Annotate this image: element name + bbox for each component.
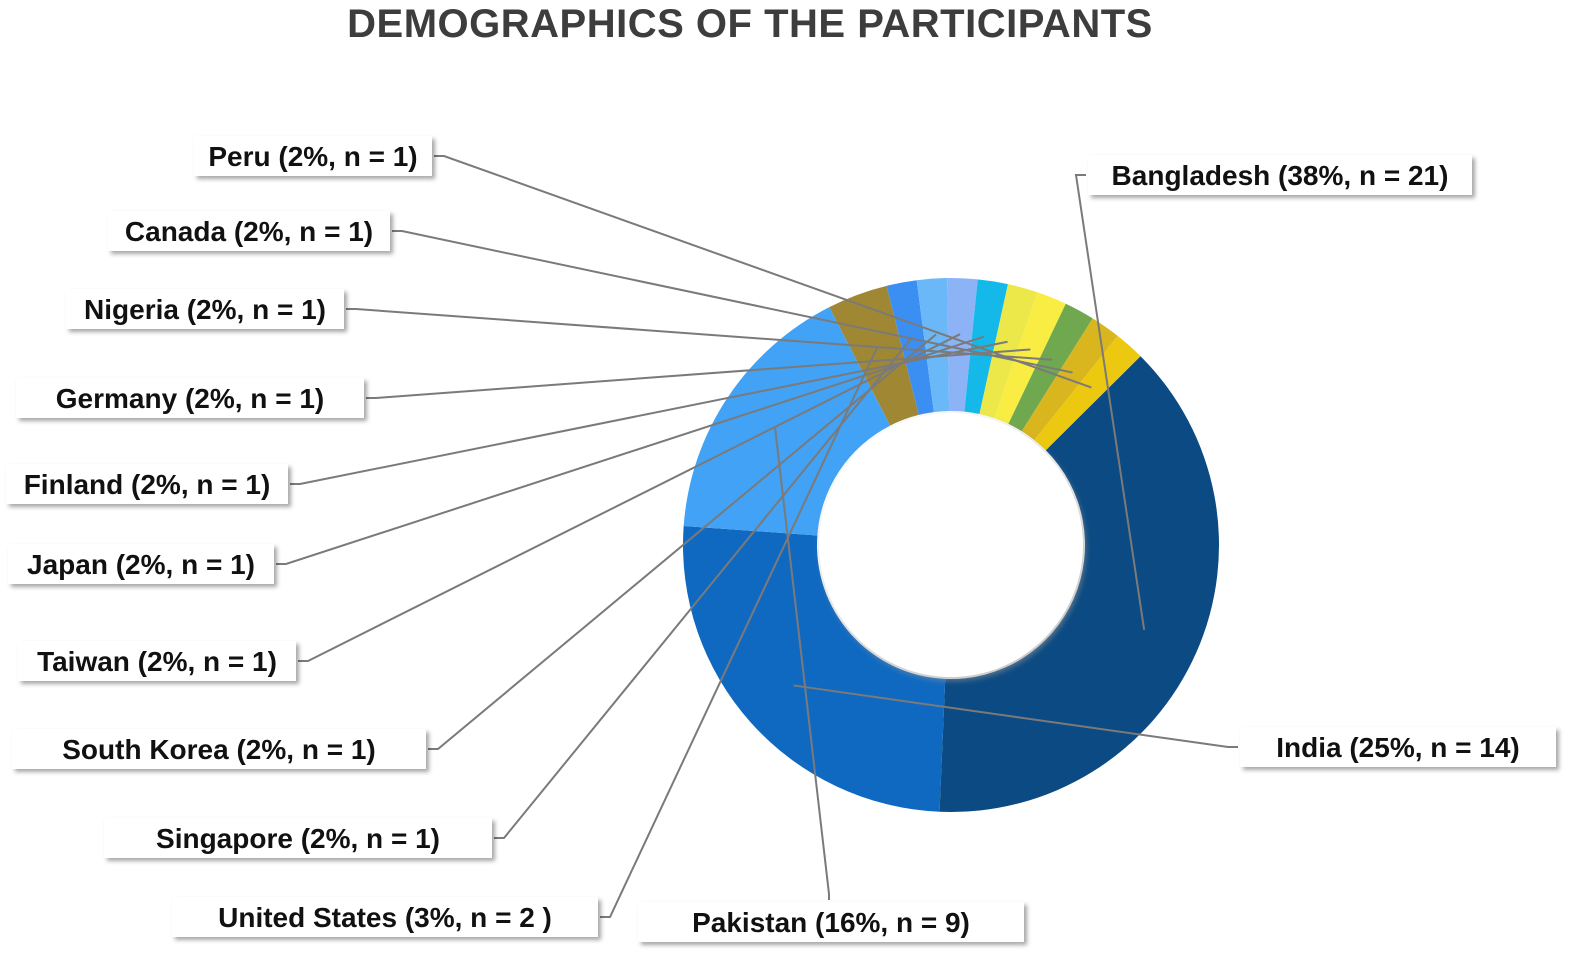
data-label: Nigeria (2%, n = 1): [84, 294, 326, 325]
leader-line-japan: [276, 335, 985, 565]
leader-line-germany: [366, 348, 1031, 399]
leader-line-bangladesh: [1074, 174, 1146, 631]
label-germany: Germany (2%, n = 1): [16, 378, 364, 418]
label-box: [1240, 727, 1556, 767]
leader-line-singapore: [494, 336, 913, 839]
data-label: South Korea (2%, n = 1): [62, 734, 376, 765]
leader-line-finland: [290, 340, 1008, 485]
leader-line-taiwan: [298, 333, 961, 662]
data-label: Peru (2%, n = 1): [208, 141, 417, 172]
data-label: Bangladesh (38%, n = 21): [1112, 160, 1449, 191]
label-canada: Canada (2%, n = 1): [108, 211, 390, 251]
leader-line-peru: [434, 155, 1092, 389]
label-peru: Peru (2%, n = 1): [194, 136, 432, 176]
data-label: Taiwan (2%, n = 1): [37, 646, 277, 677]
slice-south-korea: [916, 278, 950, 413]
label-box: [8, 544, 274, 584]
data-label: Canada (2%, n = 1): [125, 216, 373, 247]
label-pakistan: Pakistan (16%, n = 9): [638, 902, 1024, 942]
label-box: [1088, 155, 1472, 195]
leader-line-united-states: [600, 346, 879, 918]
leader-line-pakistan: [774, 428, 830, 900]
data-label: India (25%, n = 14): [1276, 732, 1520, 763]
leader-line-canada: [392, 230, 1073, 374]
donut-hole: [819, 413, 1083, 677]
label-box: [172, 897, 598, 937]
data-label: Singapore (2%, n = 1): [156, 823, 440, 854]
label-japan: Japan (2%, n = 1): [8, 544, 274, 584]
leader-line-india: [793, 684, 1238, 748]
leader-line-south-korea: [428, 333, 937, 750]
data-label: Germany (2%, n = 1): [56, 383, 324, 414]
data-label: Finland (2%, n = 1): [24, 469, 271, 500]
slice-peru: [1034, 335, 1141, 451]
label-finland: Finland (2%, n = 1): [6, 464, 288, 504]
label-box: [12, 729, 426, 769]
label-box: [194, 136, 432, 176]
leader-line-nigeria: [346, 308, 1053, 361]
label-box: [6, 464, 288, 504]
label-box: [18, 641, 296, 681]
slice-taiwan: [947, 278, 978, 412]
label-box: [638, 902, 1024, 942]
label-south-korea: South Korea (2%, n = 1): [12, 729, 426, 769]
label-box: [104, 818, 492, 858]
label-box: [108, 211, 390, 251]
data-label: United States (3%, n = 2 ): [218, 902, 552, 933]
data-label: Pakistan (16%, n = 9): [692, 907, 970, 938]
slice-india: [683, 525, 946, 812]
label-box: [66, 289, 344, 329]
slice-singapore: [886, 280, 934, 415]
label-taiwan: Taiwan (2%, n = 1): [18, 641, 296, 681]
label-india: India (25%, n = 14): [1240, 727, 1556, 767]
label-box: [16, 378, 364, 418]
chart-title: DEMOGRAPHICS OF THE PARTICIPANTS: [347, 2, 1153, 46]
label-united-states: United States (3%, n = 2 ): [172, 897, 598, 937]
label-nigeria: Nigeria (2%, n = 1): [66, 289, 344, 329]
data-label: Japan (2%, n = 1): [27, 549, 255, 580]
label-singapore: Singapore (2%, n = 1): [104, 818, 492, 858]
label-bangladesh: Bangladesh (38%, n = 21): [1088, 155, 1472, 195]
